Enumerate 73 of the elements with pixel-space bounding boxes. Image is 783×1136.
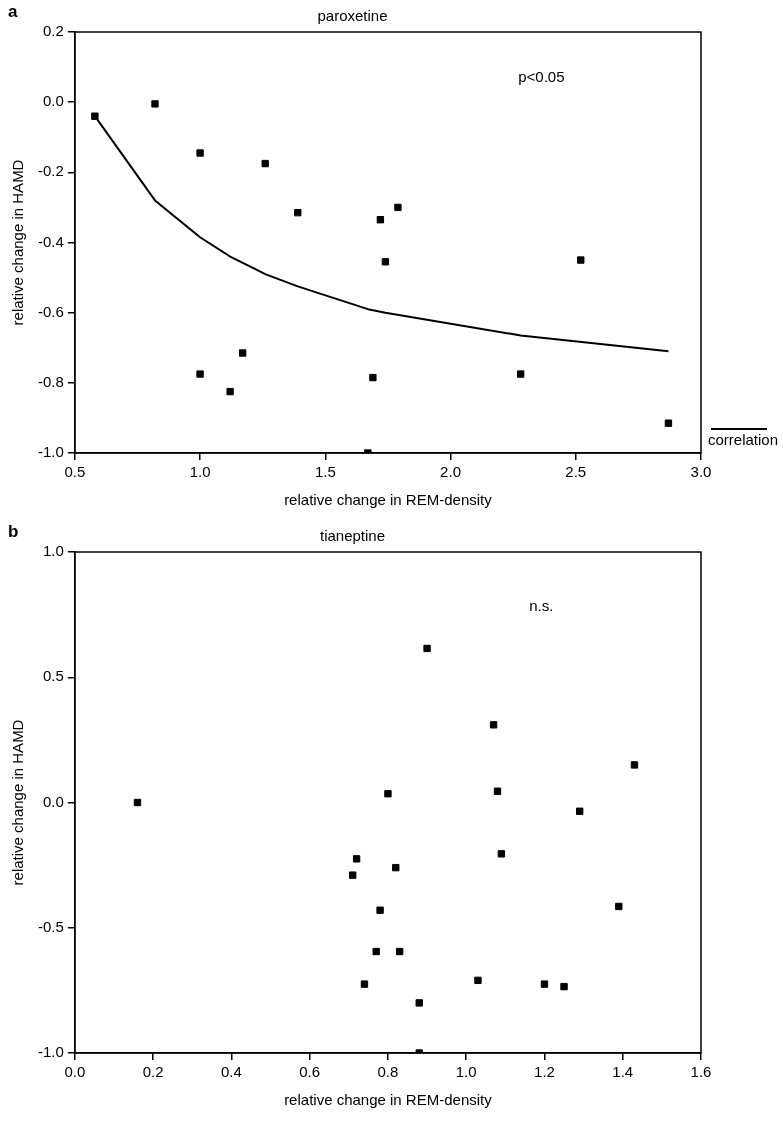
- x-tick-label: 0.4: [220, 1063, 242, 1081]
- x-tick-label: 0.8: [377, 1063, 399, 1081]
- point: [360, 980, 369, 988]
- y-axis-title: relative change in HAMD: [9, 719, 27, 886]
- point: [395, 947, 404, 956]
- point: [577, 256, 585, 264]
- x-tick-label: 2.5: [565, 463, 587, 481]
- point: [415, 999, 423, 1007]
- annotation: p<0.05: [518, 68, 565, 86]
- y-tick-label: 0.2: [42, 22, 64, 40]
- point: [226, 387, 234, 396]
- y-tick-label: -0.4: [37, 232, 64, 250]
- y-tick-label: 1.0: [42, 542, 64, 560]
- point: [381, 258, 390, 266]
- y-tick-label: 0.0: [42, 92, 64, 110]
- point: [497, 850, 506, 858]
- point: [392, 863, 400, 872]
- y-tick-label: -1.0: [37, 1043, 64, 1061]
- point: [91, 112, 99, 120]
- point: [261, 159, 269, 168]
- y-tick-label: -0.2: [37, 162, 64, 180]
- x-tick-label: 0.5: [64, 463, 86, 481]
- point: [560, 982, 568, 991]
- x-tick-label: 1.6: [690, 1063, 712, 1081]
- point: [664, 419, 673, 427]
- y-axis-title: relative change in HAMD: [9, 159, 27, 326]
- y-tick-label: -0.6: [37, 302, 64, 320]
- chart-title: paroxetine: [317, 7, 388, 25]
- point: [372, 947, 380, 956]
- point: [423, 644, 431, 653]
- text: b: [8, 522, 19, 542]
- x-tick-label: 1.4: [612, 1063, 634, 1081]
- point: [615, 902, 623, 911]
- y-tick-label: 0.5: [42, 667, 64, 685]
- point: [238, 349, 247, 357]
- y-tick-label: 0.0: [42, 792, 64, 810]
- point: [349, 871, 357, 879]
- point: [376, 906, 384, 914]
- chart-title: tianeptine: [319, 527, 386, 545]
- annotation: n.s.: [529, 597, 554, 615]
- point: [294, 209, 302, 217]
- legend-label: correlation: [708, 430, 779, 448]
- y-tick-label: -0.8: [37, 372, 64, 390]
- y-tick-label: -0.5: [37, 917, 64, 935]
- point: [474, 976, 482, 985]
- x-axis-title: relative change in REM-density: [284, 491, 493, 509]
- point: [489, 721, 498, 729]
- x-axis-title: relative change in REM-density: [284, 1091, 493, 1109]
- point: [540, 980, 549, 988]
- x-tick-label: 1.2: [534, 1063, 555, 1081]
- x-tick-label: 2.0: [440, 463, 461, 481]
- x-tick-label: 1.5: [314, 463, 336, 481]
- point: [376, 216, 385, 224]
- text: a: [8, 2, 18, 22]
- point: [576, 807, 584, 815]
- y-tick-label: -1.0: [37, 443, 64, 461]
- point: [630, 761, 639, 769]
- x-tick-label: 0.6: [299, 1063, 321, 1081]
- point: [493, 787, 502, 795]
- point: [133, 798, 142, 807]
- point: [369, 373, 377, 382]
- point: [196, 370, 204, 378]
- x-tick-label: 0.0: [64, 1063, 86, 1081]
- x-tick-label: 1.0: [455, 1063, 477, 1081]
- point: [196, 149, 204, 157]
- point: [394, 203, 402, 212]
- point: [151, 100, 159, 108]
- x-tick-label: 1.0: [189, 463, 211, 481]
- x-tick-label: 3.0: [690, 463, 712, 481]
- point: [384, 790, 392, 798]
- point: [516, 370, 525, 378]
- point: [352, 855, 361, 863]
- x-tick-label: 0.2: [142, 1063, 164, 1081]
